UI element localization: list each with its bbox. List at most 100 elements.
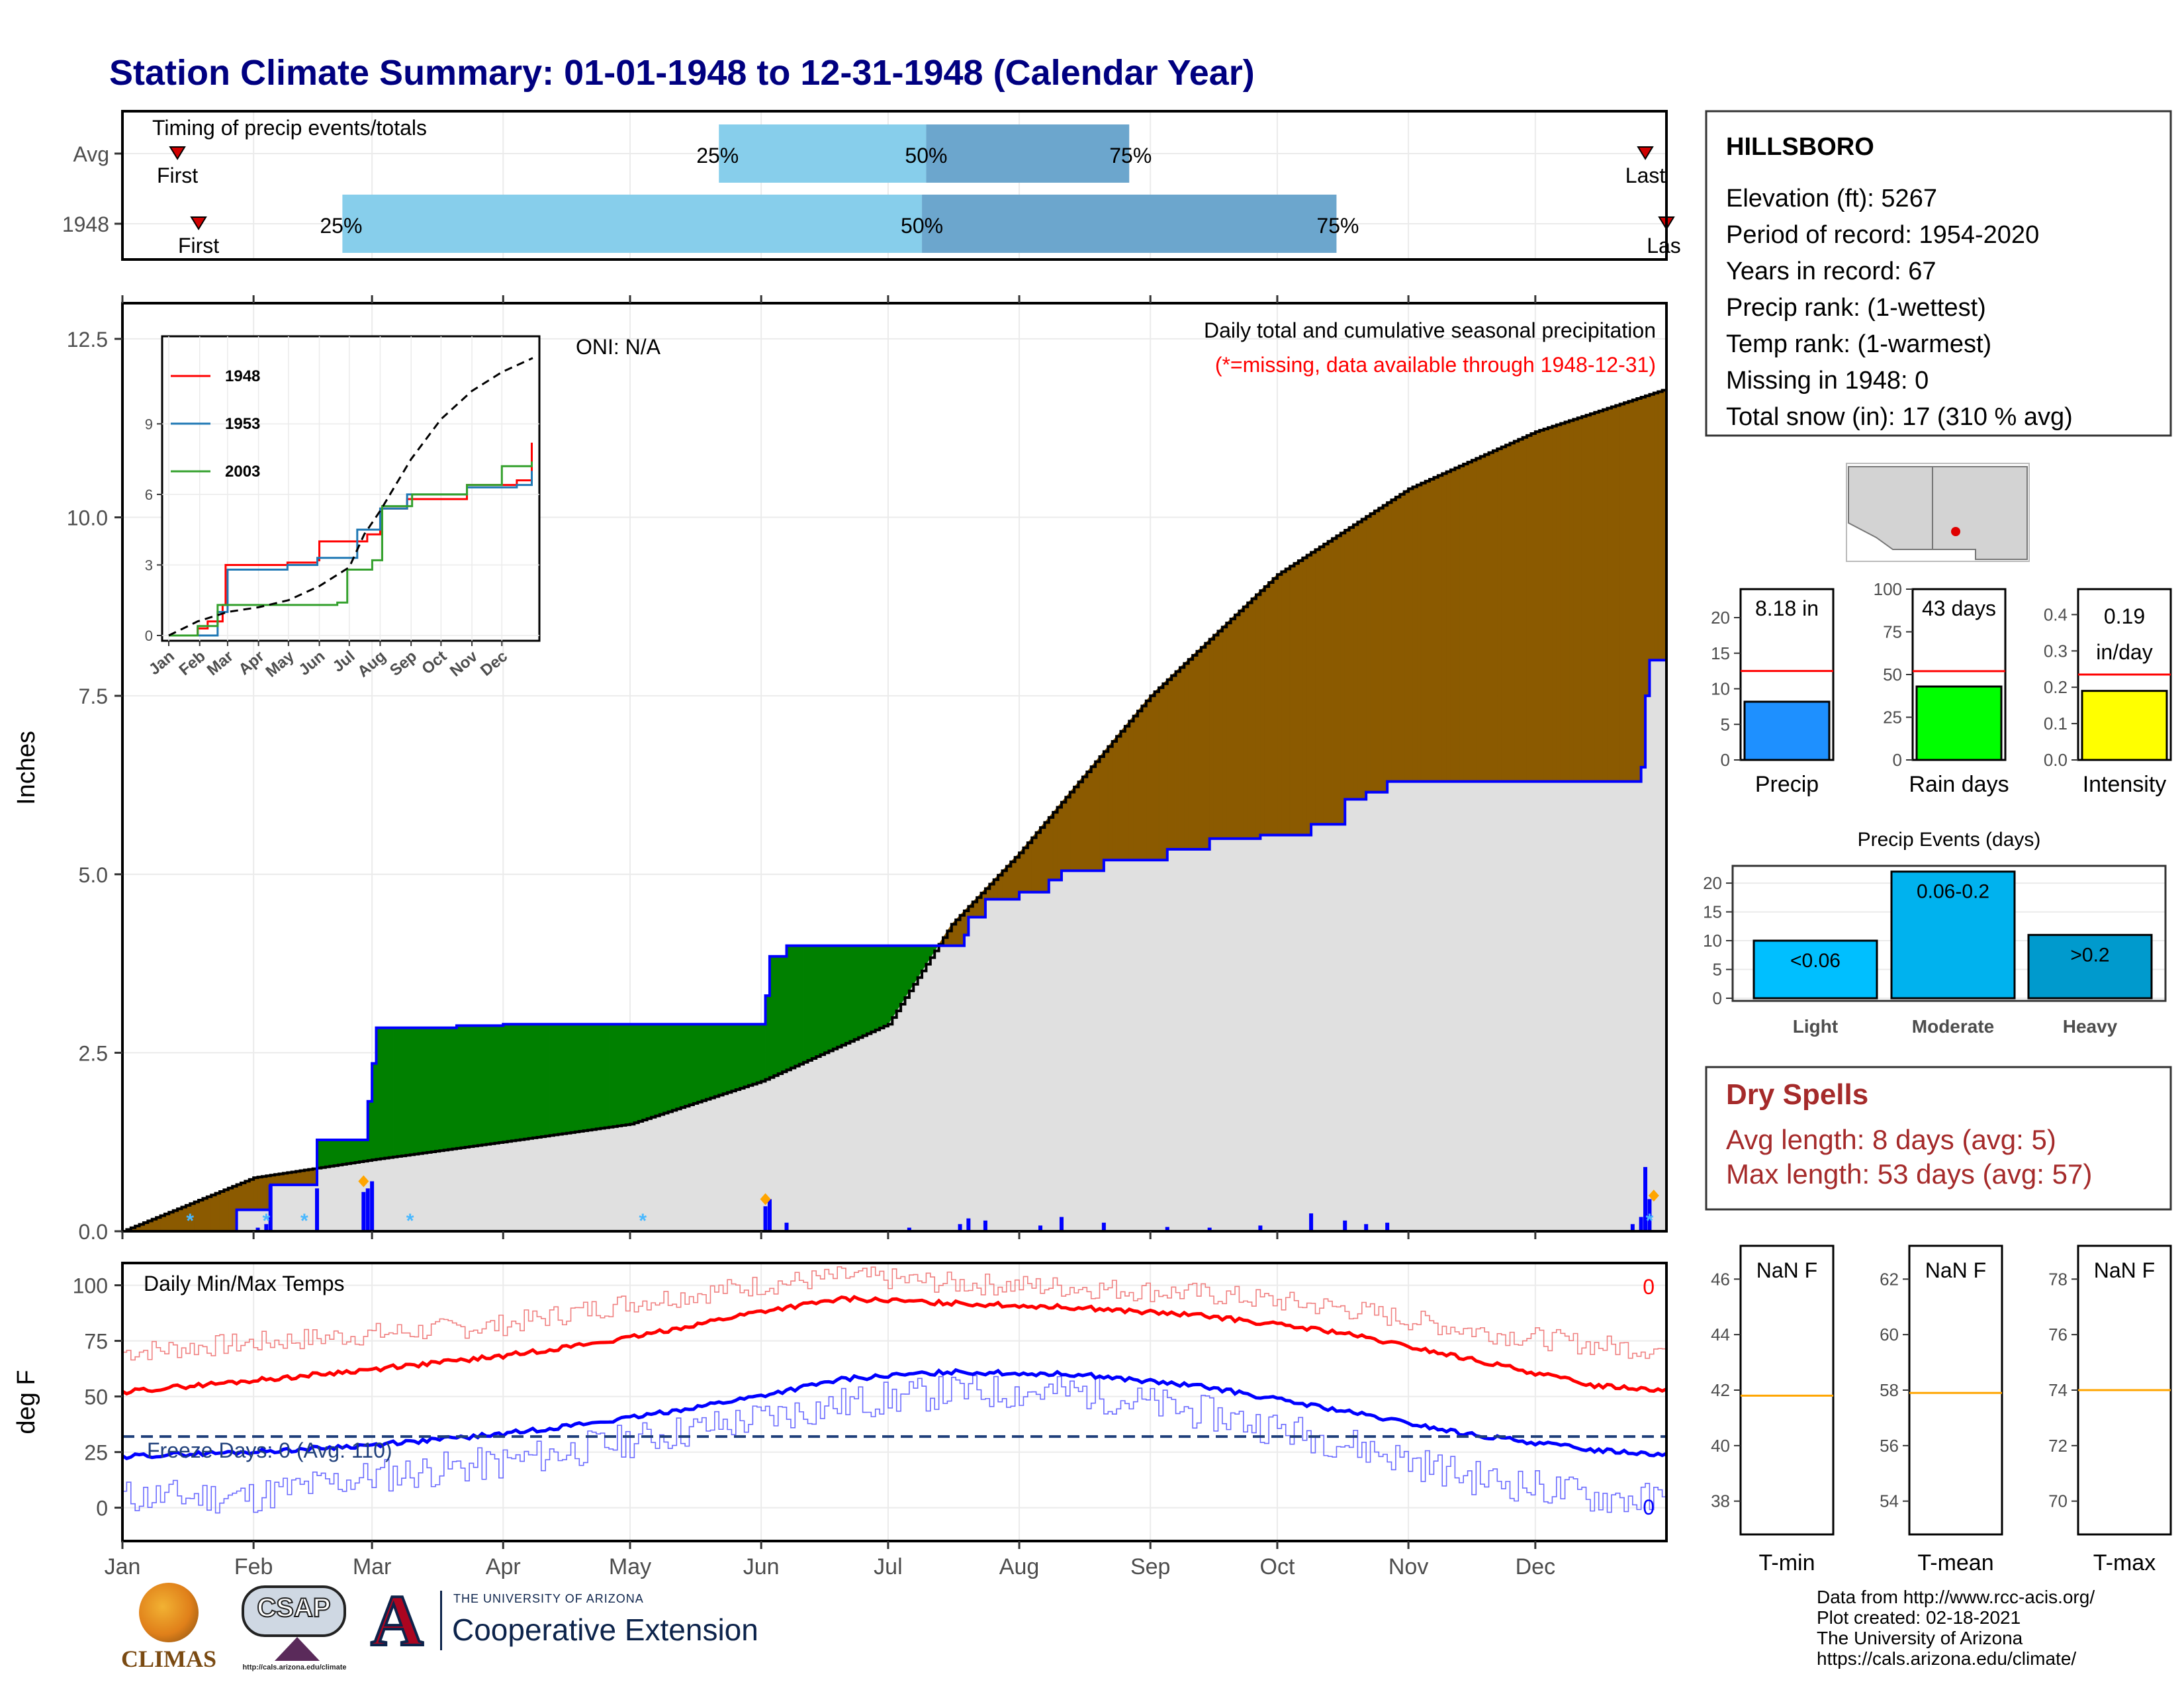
deficit-fill bbox=[1091, 761, 1096, 871]
surplus-fill bbox=[426, 1027, 432, 1153]
deficit-fill bbox=[1073, 781, 1079, 871]
events-frame bbox=[1731, 865, 2167, 1002]
surplus-fill bbox=[705, 1023, 711, 1100]
event-category-label: Moderate bbox=[1912, 1016, 1994, 1037]
inset-ytick-label: 9 bbox=[145, 416, 153, 432]
surplus-fill bbox=[790, 945, 796, 1068]
surplus-fill bbox=[566, 1023, 571, 1134]
deficit-fill bbox=[1560, 422, 1565, 782]
surplus-fill bbox=[384, 1027, 389, 1158]
quartile-bar-lower bbox=[719, 124, 927, 183]
mini-bar-value: 43 days bbox=[1922, 596, 1996, 620]
deficit-fill bbox=[1446, 469, 1451, 782]
deficit-fill bbox=[1116, 730, 1121, 861]
surplus-fill bbox=[714, 1023, 719, 1097]
dry-max-length: Max length: 53 days (avg: 57) bbox=[1726, 1158, 2092, 1190]
snow-marker: * bbox=[262, 1210, 270, 1232]
deficit-fill bbox=[1310, 549, 1316, 825]
deficit-fill bbox=[1510, 441, 1515, 782]
surplus-fill bbox=[693, 1023, 698, 1104]
deficit-fill bbox=[1197, 647, 1202, 850]
footer-line: https://cals.arizona.edu/climate/ bbox=[1817, 1648, 2076, 1669]
month-label: Sep bbox=[1130, 1554, 1171, 1579]
surplus-fill bbox=[329, 1139, 334, 1167]
ua-name: THE UNIVERSITY OF ARIZONA bbox=[453, 1592, 644, 1605]
freeze-days-label: Freeze Days: 0 (Avg: 110) bbox=[147, 1438, 392, 1462]
deficit-fill bbox=[1340, 530, 1345, 825]
deficit-fill bbox=[1594, 410, 1600, 782]
deficit-fill bbox=[1459, 463, 1464, 782]
surplus-fill bbox=[321, 1139, 326, 1168]
climas-wordmark: CLIMAS bbox=[120, 1646, 217, 1672]
surplus-fill bbox=[871, 945, 876, 1033]
deficit-fill bbox=[1243, 602, 1248, 839]
below-normal-fill bbox=[122, 647, 1666, 1231]
surplus-fill bbox=[642, 1023, 647, 1121]
deficit-fill bbox=[1556, 423, 1561, 782]
precip-panel-label: Daily total and cumulative seasonal prec… bbox=[1204, 318, 1656, 342]
mini-bar-ytick-label: 20 bbox=[1711, 608, 1730, 628]
deficit-fill bbox=[215, 1191, 220, 1232]
surplus-fill bbox=[824, 945, 829, 1053]
surplus-fill bbox=[858, 945, 863, 1038]
surplus-fill bbox=[778, 956, 783, 1074]
surplus-fill bbox=[638, 1023, 643, 1122]
climas-emblem-icon bbox=[139, 1583, 199, 1642]
surplus-fill bbox=[676, 1023, 682, 1109]
deficit-fill bbox=[1328, 538, 1333, 825]
mini-bar-label: Intensity bbox=[2083, 772, 2167, 797]
deficit-fill bbox=[1175, 667, 1181, 850]
precip-ytick-label: 7.5 bbox=[79, 684, 108, 708]
deficit-fill bbox=[1103, 745, 1109, 861]
deficit-fill bbox=[1124, 720, 1130, 861]
surplus-fill bbox=[502, 1023, 508, 1143]
event-bar bbox=[1890, 870, 2016, 1000]
average-cumulative-line bbox=[122, 389, 1668, 1233]
surplus-fill bbox=[689, 1023, 694, 1105]
footer-line: Data from http://www.rcc-acis.org/ bbox=[1817, 1587, 2095, 1607]
surplus-fill bbox=[896, 945, 901, 1012]
surplus-fill bbox=[634, 1023, 639, 1123]
surplus-fill bbox=[592, 1023, 597, 1130]
precip-ytick-label: 2.5 bbox=[79, 1041, 108, 1065]
surplus-fill bbox=[507, 1023, 512, 1142]
temp-box-ytick-label: 56 bbox=[1880, 1436, 1899, 1456]
temp-box-frame bbox=[1908, 1244, 2003, 1536]
deficit-fill bbox=[249, 1177, 254, 1210]
event-category-label: Heavy bbox=[2063, 1016, 2118, 1037]
mini-bar-ytick-label: 0.2 bbox=[2044, 677, 2068, 697]
surplus-fill bbox=[574, 1023, 580, 1133]
quartile-bar-upper bbox=[926, 124, 1130, 183]
temp-box-ytick-label: 60 bbox=[1880, 1325, 1899, 1344]
deficit-fill bbox=[1154, 687, 1160, 861]
deficit-fill bbox=[1226, 618, 1231, 839]
deficit-fill bbox=[1441, 471, 1447, 782]
deficit-fill bbox=[1057, 802, 1062, 880]
high-intensity-marker bbox=[1648, 1190, 1659, 1202]
daily-precip-bar bbox=[255, 1227, 260, 1231]
deficit-fill bbox=[1611, 405, 1616, 782]
daily-precip-bar bbox=[1038, 1225, 1043, 1231]
surplus-fill bbox=[537, 1023, 542, 1138]
deficit-fill bbox=[1264, 582, 1269, 835]
deficit-fill bbox=[1087, 766, 1092, 871]
deficit-fill bbox=[1569, 418, 1574, 782]
deficit-fill bbox=[1514, 439, 1519, 782]
mini-bar-ytick-label: 0.3 bbox=[2044, 641, 2068, 661]
csap-logo: CSAP http://cals.arizona.edu/climate bbox=[235, 1579, 347, 1678]
surplus-fill bbox=[815, 945, 821, 1057]
surplus-fill bbox=[608, 1023, 614, 1128]
surplus-fill bbox=[523, 1023, 529, 1140]
deficit-fill bbox=[1497, 446, 1502, 782]
deficit-fill bbox=[253, 1176, 258, 1210]
deficit-fill bbox=[1112, 735, 1117, 861]
surplus-fill bbox=[596, 1023, 601, 1129]
deficit-fill bbox=[1467, 459, 1473, 782]
temp-box-label: T-max bbox=[2093, 1550, 2156, 1575]
deficit-fill bbox=[1370, 510, 1375, 793]
surplus-fill bbox=[562, 1023, 567, 1134]
surplus-fill bbox=[900, 945, 905, 1006]
deficit-fill bbox=[1066, 791, 1071, 871]
deficit-fill bbox=[219, 1189, 224, 1232]
deficit-fill bbox=[1361, 516, 1367, 800]
